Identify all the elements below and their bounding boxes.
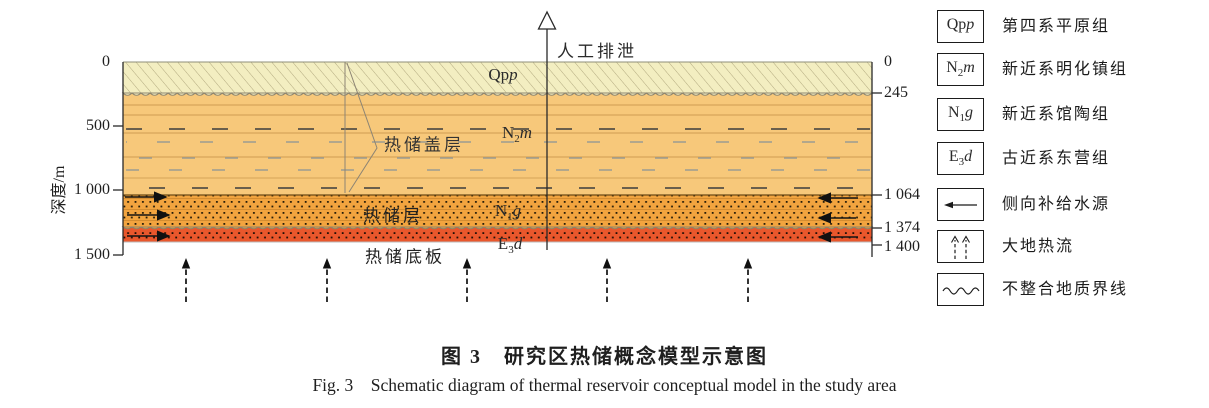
unconformity-wavy-line-qpp-n2m: [121, 92, 874, 96]
wavy-line-icon: [941, 286, 980, 295]
right-tick-label-245: 245: [884, 84, 908, 101]
right-tick-label-1064: 1 064: [884, 186, 920, 203]
legend-swatch-n1g: N1g: [937, 98, 984, 131]
layer-n1g-dot-pattern: [123, 195, 872, 227]
legend-label-e3d: 古近系东营组: [1002, 150, 1111, 167]
heat-flow-arrow: [322, 258, 332, 302]
heat-flow-arrow: [462, 258, 472, 302]
right-tick-label-1400: 1 400: [884, 238, 920, 255]
legend-swatch-n2m: N2m: [937, 53, 984, 86]
legend-label-qpp: 第四系平原组: [1002, 18, 1111, 35]
legend-swatch-lateral-recharge: [937, 188, 984, 221]
figure-caption-chinese: 图 3 研究区热储概念模型示意图: [441, 346, 768, 368]
left-tick-label-1500: 1 500: [74, 246, 110, 263]
heat-flow-arrow: [602, 258, 612, 302]
heat-flow-arrow: [743, 258, 753, 302]
layer-e3d-dot-pattern: [123, 229, 872, 242]
legend-label-lateral-recharge: 侧向补给水源: [1002, 196, 1111, 213]
layer-qpp-hatch-pattern: [123, 62, 872, 94]
legend-label-n1g: 新近系馆陶组: [1002, 106, 1111, 123]
n2m-texture: [123, 104, 872, 189]
legend-swatch-heat-flow: [937, 230, 984, 263]
depth-axis-left: [113, 62, 124, 256]
n1g-layer-label: N1g: [494, 200, 522, 224]
reservoir-label: 热储层: [363, 206, 423, 226]
layer-n2m: [123, 93, 872, 195]
legend-label-unconformity: 不整合地质界线: [1002, 281, 1129, 298]
unconformity-wavy-line-n1g-e3d: [121, 226, 874, 230]
legend-swatch-unconformity: [937, 273, 984, 306]
discharge-well-arrow: [537, 10, 557, 250]
lateral-recharge-arrows-right: [817, 192, 858, 243]
legend-label-n2m: 新近系明化镇组: [1002, 61, 1129, 78]
legend-label-heat-flow: 大地热流: [1002, 238, 1075, 255]
figure-caption-english: Fig. 3 Schematic diagram of thermal rese…: [312, 375, 897, 395]
right-tick-label-1374: 1 374: [884, 219, 920, 236]
left-tick-label-1000: 1 000: [74, 181, 110, 198]
left-arrow-icon: [943, 201, 977, 208]
cap-rock-label: 热储盖层: [384, 135, 464, 155]
up-arrow-head-icon: [537, 10, 557, 30]
heat-flow-arrows: [181, 258, 753, 302]
heat-flow-arrow: [181, 258, 191, 302]
left-tick-label-500: 500: [86, 117, 110, 134]
n2m-layer-label: N2m: [501, 122, 533, 146]
strata-layers: [123, 62, 872, 242]
dashed-up-arrows-icon: [950, 234, 970, 259]
e3d-layer-label: E3d: [497, 233, 523, 257]
qpp-layer-label: Qpp: [488, 64, 518, 84]
legend-swatch-e3d: E3d: [937, 142, 984, 175]
depth-axis-right: [871, 62, 882, 257]
reservoir-floor-label: 热储底板: [365, 247, 445, 267]
left-tick-label-0: 0: [102, 53, 110, 70]
legend-swatch-qpp: Qpp: [937, 10, 984, 43]
cap-rock-bracket: [344, 62, 378, 193]
right-tick-label-0: 0: [884, 53, 892, 70]
lateral-recharge-arrows-left: [125, 191, 171, 242]
artificial-discharge-label: 人工排泄: [557, 42, 637, 61]
